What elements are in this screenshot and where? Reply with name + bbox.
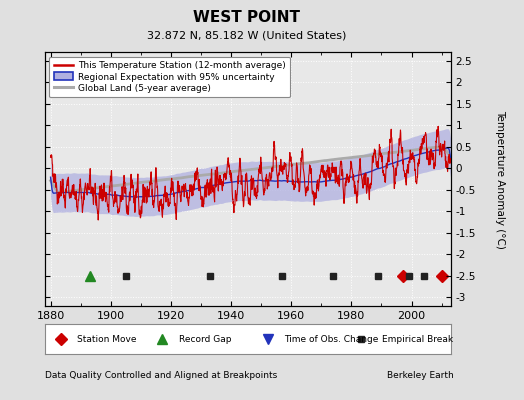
Text: Station Move: Station Move	[77, 334, 137, 344]
Text: Berkeley Earth: Berkeley Earth	[387, 371, 453, 380]
Y-axis label: Temperature Anomaly (°C): Temperature Anomaly (°C)	[495, 110, 505, 248]
Text: Record Gap: Record Gap	[179, 334, 231, 344]
Text: 32.872 N, 85.182 W (United States): 32.872 N, 85.182 W (United States)	[147, 30, 346, 40]
Text: Empirical Break: Empirical Break	[381, 334, 453, 344]
Text: Time of Obs. Change: Time of Obs. Change	[284, 334, 378, 344]
Text: Data Quality Controlled and Aligned at Breakpoints: Data Quality Controlled and Aligned at B…	[45, 371, 277, 380]
Text: WEST POINT: WEST POINT	[193, 10, 300, 25]
Legend: This Temperature Station (12-month average), Regional Expectation with 95% uncer: This Temperature Station (12-month avera…	[49, 56, 290, 98]
